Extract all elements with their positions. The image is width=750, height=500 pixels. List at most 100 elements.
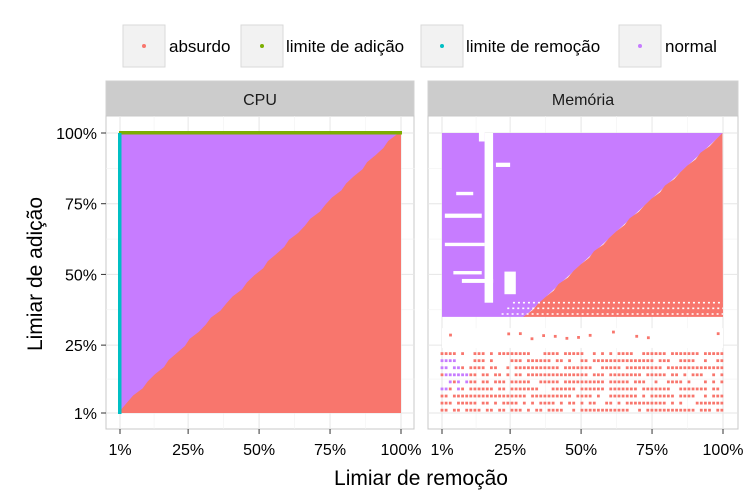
point-absurdo (658, 401, 662, 405)
point-absurdo (646, 401, 650, 405)
facet-strip-memoria: Memória (427, 80, 739, 117)
point-absurdo (716, 401, 720, 405)
point-absurdo (695, 373, 699, 377)
y-tick-label: 50% (65, 267, 97, 284)
point-absurdo (553, 334, 557, 338)
point-absurdo (617, 401, 621, 405)
point-absurdo (601, 352, 604, 356)
point-absurdo (506, 366, 510, 370)
point-absurdo (720, 401, 724, 405)
point-absurdo (514, 366, 518, 370)
x-tick-label: 1% (108, 442, 131, 459)
point-absurdo (720, 394, 724, 398)
point-absurdo (535, 387, 539, 391)
point-absurdo (452, 394, 456, 398)
legend-key-limite-remocao (440, 44, 444, 48)
point-absurdo (634, 366, 637, 370)
point-absurdo (572, 408, 576, 412)
point-absurdo (613, 380, 617, 384)
point-absurdo (507, 332, 511, 336)
point-absurdo (477, 366, 481, 370)
point-absurdo (518, 332, 522, 336)
point-absurdo (687, 394, 691, 398)
point-absurdo (658, 359, 662, 363)
point-absurdo (658, 373, 662, 377)
point-absurdo (658, 366, 662, 370)
point-absurdo (477, 352, 481, 356)
point-absurdo (708, 366, 711, 370)
point-absurdo (596, 387, 600, 391)
point-absurdo (683, 359, 687, 363)
point-absurdo (671, 366, 674, 370)
point-absurdo (465, 401, 469, 405)
point-absurdo (489, 394, 493, 398)
point-absurdo (547, 380, 551, 384)
point-absurdo (691, 408, 695, 412)
point-absurdo (617, 373, 621, 377)
point-absurdo (448, 387, 452, 391)
point-absurdo (543, 366, 547, 370)
point-absurdo (481, 401, 485, 405)
point-absurdo (559, 373, 563, 377)
point-absurdo (522, 394, 526, 398)
legend: absurdo limite de adição limite de remoç… (122, 24, 717, 68)
point-absurdo (675, 352, 678, 356)
point-absurdo (469, 401, 473, 405)
point-absurdo (489, 352, 493, 356)
point-absurdo (527, 387, 530, 391)
point-absurdo (522, 401, 526, 405)
point-absurdo (629, 394, 633, 398)
point-absurdo (502, 394, 506, 398)
point-absurdo (683, 394, 687, 398)
x-tick-label: 50% (565, 442, 597, 459)
point-absurdo (654, 352, 658, 356)
point-absurdo (514, 387, 518, 391)
point-absurdo (473, 366, 477, 370)
point-absurdo (469, 366, 473, 370)
point-absurdo (675, 373, 678, 377)
point-absurdo (568, 352, 571, 356)
point-absurdo (527, 366, 530, 370)
point-normal (461, 373, 464, 377)
point-absurdo (675, 408, 678, 412)
series-limite-remocao (118, 133, 122, 414)
facet-strip-cpu: CPU (105, 80, 415, 117)
point-absurdo (662, 408, 666, 412)
point-absurdo (687, 387, 691, 391)
point-absurdo (704, 401, 707, 405)
point-absurdo (712, 373, 716, 377)
point-absurdo (522, 387, 526, 391)
point-absurdo (531, 366, 534, 370)
point-absurdo (485, 408, 489, 412)
point-absurdo (502, 401, 506, 405)
point-absurdo (514, 394, 518, 398)
point-normal (452, 373, 456, 377)
point-absurdo (629, 401, 633, 405)
point-absurdo (564, 373, 567, 377)
point-absurdo (671, 352, 674, 356)
point-absurdo (712, 387, 716, 391)
x-tick-label: 50% (243, 442, 275, 459)
point-absurdo (584, 373, 588, 377)
point-absurdo (634, 380, 637, 384)
point-absurdo (621, 394, 625, 398)
point-absurdo (514, 373, 518, 377)
point-absurdo (601, 408, 604, 412)
point-absurdo (658, 394, 662, 398)
gap (504, 271, 516, 295)
point-absurdo (629, 387, 633, 391)
point-absurdo (449, 333, 452, 337)
point-absurdo (642, 387, 646, 391)
point-absurdo (612, 330, 615, 334)
point-absurdo (559, 359, 563, 363)
gap (478, 129, 485, 142)
point-absurdo (473, 394, 477, 398)
point-absurdo (609, 366, 613, 370)
point-absurdo (576, 394, 580, 398)
point-absurdo (531, 401, 534, 405)
point-absurdo (580, 380, 584, 384)
point-absurdo (712, 352, 716, 356)
point-absurdo (547, 408, 551, 412)
point-absurdo (485, 394, 489, 398)
point-absurdo (596, 359, 600, 363)
